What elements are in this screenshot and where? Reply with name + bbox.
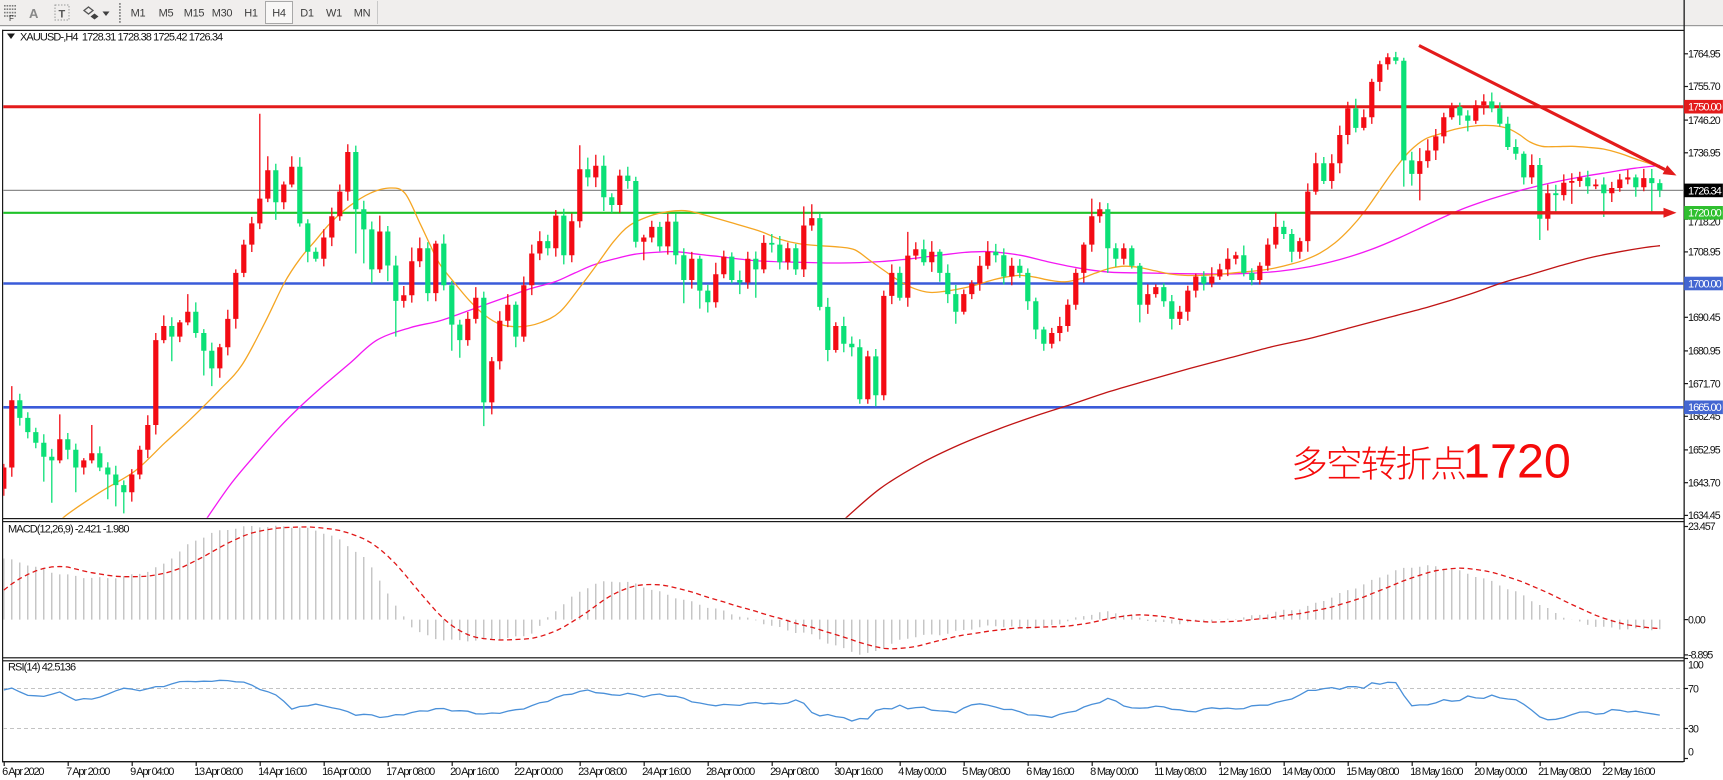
svg-text:1746.20: 1746.20 — [1688, 115, 1721, 127]
svg-text:23.457: 23.457 — [1688, 521, 1716, 533]
svg-text:30: 30 — [1688, 724, 1699, 736]
svg-text:1700.00: 1700.00 — [1688, 278, 1722, 290]
svg-text:16 Apr 00:00: 16 Apr 00:00 — [322, 766, 371, 778]
svg-text:T: T — [59, 9, 66, 21]
svg-text:17 Apr 08:00: 17 Apr 08:00 — [386, 766, 435, 778]
svg-text:M1: M1 — [131, 8, 146, 20]
svg-text:14 May 00:00: 14 May 00:00 — [1282, 766, 1335, 778]
svg-text:14 Apr 16:00: 14 Apr 16:00 — [258, 766, 307, 778]
svg-text:29 Apr 08:00: 29 Apr 08:00 — [770, 766, 819, 778]
svg-text:1750.00: 1750.00 — [1688, 102, 1722, 114]
svg-text:12 May 16:00: 12 May 16:00 — [1218, 766, 1271, 778]
svg-text:1720: 1720 — [1463, 435, 1571, 489]
svg-text:1755.70: 1755.70 — [1688, 81, 1721, 93]
svg-text:F: F — [9, 14, 14, 23]
svg-text:XAUUSD-,H4 1728.31 1728.38 17: XAUUSD-,H4 1728.31 1728.38 1725.42 1726.… — [20, 32, 223, 44]
svg-text:1665.00: 1665.00 — [1688, 402, 1722, 414]
svg-text:9 Apr 04:00: 9 Apr 04:00 — [130, 766, 174, 778]
svg-text:7 Apr 20:00: 7 Apr 20:00 — [66, 766, 110, 778]
svg-text:18 May 16:00: 18 May 16:00 — [1410, 766, 1463, 778]
svg-text:24 Apr 16:00: 24 Apr 16:00 — [642, 766, 691, 778]
svg-text:1634.45: 1634.45 — [1688, 510, 1721, 522]
svg-text:20 May 00:00: 20 May 00:00 — [1474, 766, 1527, 778]
svg-text:8 May 00:00: 8 May 00:00 — [1090, 766, 1138, 778]
svg-text:M5: M5 — [159, 8, 174, 20]
svg-text:H1: H1 — [244, 8, 258, 20]
svg-text:70: 70 — [1688, 684, 1699, 696]
svg-text:23 Apr 08:00: 23 Apr 08:00 — [578, 766, 627, 778]
svg-text:M15: M15 — [184, 8, 205, 20]
svg-text:20 Apr 16:00: 20 Apr 16:00 — [450, 766, 499, 778]
svg-text:28 Apr 00:00: 28 Apr 00:00 — [706, 766, 755, 778]
svg-text:W1: W1 — [326, 8, 342, 20]
svg-text:1726.34: 1726.34 — [1688, 185, 1722, 197]
svg-text:MACD(12,26,9) -2.421 -1.980: MACD(12,26,9) -2.421 -1.980 — [8, 524, 129, 536]
svg-text:22 Apr 00:00: 22 Apr 00:00 — [514, 766, 563, 778]
svg-text:21 May 08:00: 21 May 08:00 — [1538, 766, 1591, 778]
svg-text:RSI(14) 42.5136: RSI(14) 42.5136 — [8, 662, 76, 674]
svg-text:1764.95: 1764.95 — [1688, 49, 1721, 61]
svg-text:11 May 08:00: 11 May 08:00 — [1154, 766, 1207, 778]
svg-text:13 Apr 08:00: 13 Apr 08:00 — [194, 766, 243, 778]
svg-text:1690.45: 1690.45 — [1688, 312, 1721, 324]
svg-text:1736.95: 1736.95 — [1688, 148, 1721, 160]
svg-text:1652.95: 1652.95 — [1688, 445, 1721, 457]
svg-text:D1: D1 — [300, 8, 314, 20]
svg-text:1643.70: 1643.70 — [1688, 477, 1721, 489]
svg-text:1708.95: 1708.95 — [1688, 247, 1721, 259]
svg-text:0: 0 — [1688, 747, 1694, 759]
svg-text:15 May 08:00: 15 May 08:00 — [1346, 766, 1399, 778]
svg-text:0.00: 0.00 — [1688, 614, 1706, 626]
svg-text:5 May 08:00: 5 May 08:00 — [962, 766, 1010, 778]
svg-text:-8.895: -8.895 — [1688, 650, 1713, 662]
svg-text:1720.00: 1720.00 — [1688, 208, 1722, 220]
svg-text:M30: M30 — [212, 8, 233, 20]
svg-text:6 May 16:00: 6 May 16:00 — [1026, 766, 1074, 778]
svg-text:H4: H4 — [272, 8, 286, 20]
svg-text:100: 100 — [1688, 660, 1704, 672]
svg-text:1680.95: 1680.95 — [1688, 346, 1721, 358]
svg-text:4 May 00:00: 4 May 00:00 — [898, 766, 946, 778]
svg-text:A: A — [29, 6, 39, 21]
svg-text:30 Apr 16:00: 30 Apr 16:00 — [834, 766, 883, 778]
svg-text:22 May 16:00: 22 May 16:00 — [1602, 766, 1655, 778]
svg-text:1671.70: 1671.70 — [1688, 378, 1721, 390]
svg-text:MN: MN — [354, 8, 371, 20]
svg-text:6 Apr 2020: 6 Apr 2020 — [2, 766, 44, 778]
